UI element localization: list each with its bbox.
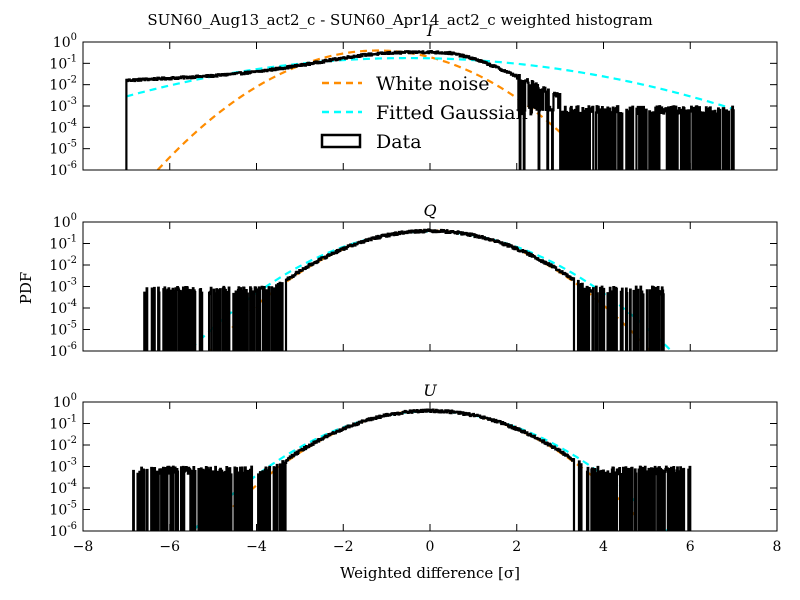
x-tick-label: −2 [333, 539, 354, 555]
y-tick-label: 100 [53, 392, 77, 411]
y-tick-label: 10-1 [49, 414, 77, 433]
series-data-histogram [132, 408, 692, 531]
series-data-histogram [125, 50, 735, 170]
panel-title: I [426, 21, 434, 40]
y-tick-label: 10-5 [49, 139, 77, 158]
panel-3: −8 −6 −4 −2 0 2 4 6 8 100 10-1 10-2 10-3 10-4 10-5 10-6… [49, 381, 782, 555]
y-tick-label: 100 [53, 212, 77, 231]
x-tick-label: 8 [773, 539, 782, 555]
panels: 10010-110-210-310-410-510-6I10010-110-21… [49, 21, 782, 555]
series-data-histogram [143, 228, 665, 351]
legend-swatch [320, 133, 362, 149]
y-tick-label: 10-2 [49, 75, 77, 94]
y-tick-label: 10-2 [49, 435, 77, 454]
legend-entry-fitted-gaussian: Fitted Gaussian [322, 102, 528, 124]
y-tick-label: 10-3 [49, 96, 77, 115]
plot-area [132, 408, 692, 531]
x-tick-label: −8 [73, 539, 94, 555]
y-tick-label: 10-4 [49, 478, 77, 497]
y-tick-label: 10-5 [49, 320, 77, 339]
y-axis-label: PDF [17, 272, 35, 305]
legend: White noise Fitted Gaussian Data [320, 73, 528, 153]
y-tick-label: 10-1 [49, 234, 77, 253]
legend-label: Fitted Gaussian [376, 102, 528, 124]
x-tick-label: 2 [512, 539, 521, 555]
panel-2: 100 10-1 10-2 10-3 10-4 10-5 10-6 Q [49, 201, 778, 360]
x-tick-label: 0 [426, 539, 435, 555]
y-tick-label: 10-4 [49, 298, 77, 317]
panel-title: Q [423, 201, 436, 220]
legend-entry-white-noise: White noise [322, 73, 490, 95]
x-tick-label: 6 [686, 539, 695, 555]
y-tick-label: 10-6 [49, 521, 77, 540]
panel-1: 100 10-1 10-2 10-3 10-4 10-5 10-6 I [49, 21, 778, 179]
figure-suptitle: SUN60_Aug13_act2_c - SUN60_Apr14_act2_c … [147, 11, 652, 29]
y-tick-label: 10-3 [49, 457, 77, 476]
plot-area [125, 49, 735, 170]
y-tick-label: 10-3 [49, 277, 77, 296]
y-tick-label: 10-2 [49, 255, 77, 274]
x-tick-label: −4 [246, 539, 267, 555]
y-tick-label: 100 [53, 32, 77, 51]
y-tick-label: 10-1 [49, 53, 77, 72]
panel-title: U [423, 381, 437, 400]
plot-area [143, 228, 673, 351]
y-tick-label: 10-6 [49, 341, 77, 360]
y-tick-label: 10-4 [49, 117, 77, 136]
y-tick-label: 10-5 [49, 500, 77, 519]
legend-entry-data: Data [320, 131, 422, 153]
legend-label: White noise [376, 73, 490, 95]
y-tick-label: 10-6 [49, 160, 77, 179]
x-axis-label: Weighted difference [σ] [340, 564, 520, 582]
legend-label: Data [376, 131, 422, 153]
x-tick-label: 4 [599, 539, 608, 555]
x-tick-label: −6 [159, 539, 180, 555]
